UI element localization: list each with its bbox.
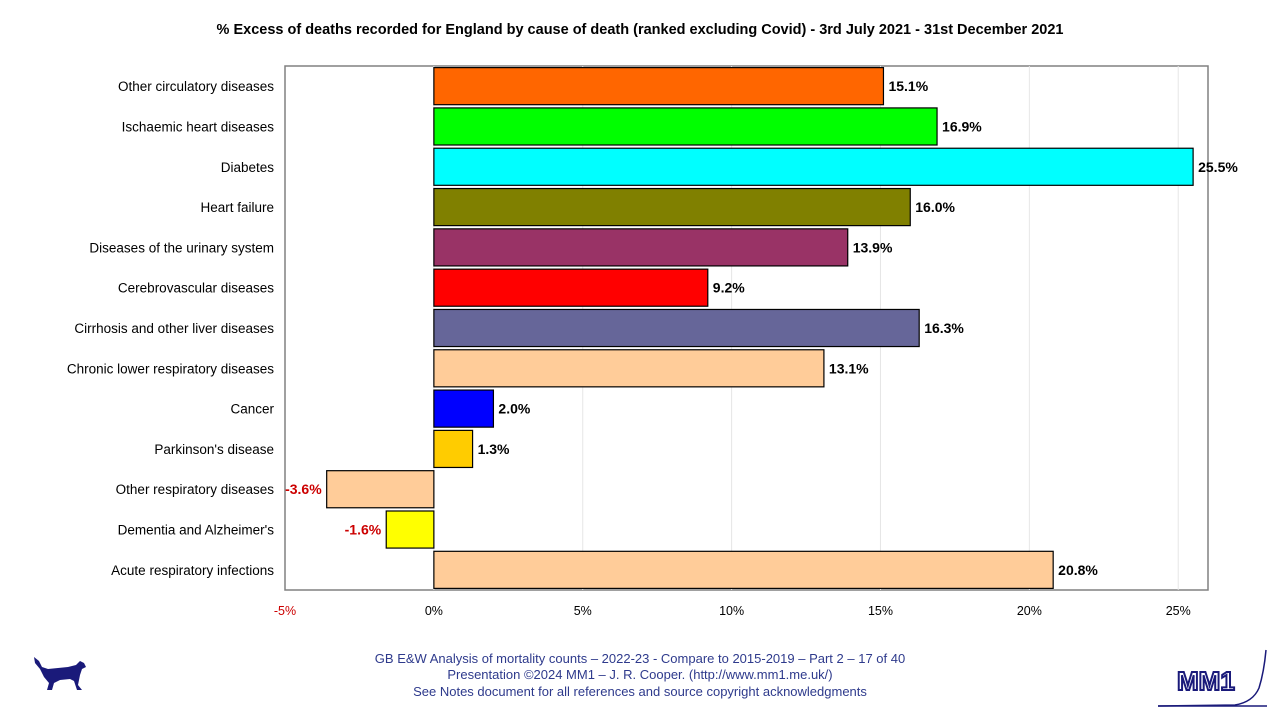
x-tick-label: 5% (574, 604, 592, 618)
x-tick-label: 25% (1166, 604, 1191, 618)
bar-chart: -5% 0% 5% 10% 15% 20% 25% Other circulatory dis… (67, 65, 1238, 618)
bar (433, 550, 1054, 589)
data-label: 13.9% (853, 239, 893, 255)
bar (433, 349, 825, 388)
bar (433, 389, 495, 428)
bar (385, 510, 435, 549)
category-label: Cerebrovascular diseases (118, 281, 274, 296)
bar (433, 67, 885, 106)
data-label: -3.6% (285, 481, 322, 497)
x-tick-label: 20% (1017, 604, 1042, 618)
data-label: 2.0% (498, 401, 530, 417)
category-label: Acute respiratory infections (111, 563, 274, 578)
mm1-logo: MM1 (1157, 649, 1267, 707)
chart-title: % Excess of deaths recorded for England … (216, 22, 1064, 38)
category-label: Cancer (230, 402, 274, 417)
bar (433, 147, 1194, 186)
bar (326, 470, 435, 509)
category-label: Dementia and Alzheimer's (118, 523, 275, 538)
data-label: 20.8% (1058, 562, 1098, 578)
bar (433, 429, 474, 469)
bar (433, 268, 709, 307)
category-label: Diseases of the urinary system (89, 240, 274, 255)
x-tick-label: 15% (868, 604, 893, 618)
x-tick-label: 0% (425, 604, 443, 618)
data-label: -1.6% (345, 522, 382, 538)
bar (433, 187, 911, 227)
category-label: Diabetes (221, 160, 275, 175)
category-label: Chronic lower respiratory diseases (67, 361, 274, 376)
data-label: 16.3% (924, 320, 964, 336)
x-tick-label: -5% (274, 604, 296, 618)
data-label: 16.9% (942, 118, 982, 134)
data-label: 9.2% (713, 280, 745, 296)
footer-line-2: Presentation ©2024 MM1 – J. R. Cooper. (… (447, 667, 833, 682)
data-label: 15.1% (888, 78, 928, 94)
data-label: 25.5% (1198, 159, 1238, 175)
data-label: 16.0% (915, 199, 955, 215)
category-label: Other circulatory diseases (118, 79, 274, 94)
footer-line-3: See Notes document for all references an… (413, 684, 867, 699)
data-label: 13.1% (829, 360, 869, 376)
category-label: Parkinson's disease (154, 442, 274, 457)
category-label: Other respiratory diseases (116, 482, 275, 497)
x-tick-label: 10% (719, 604, 744, 618)
mm1-logo-text: MM1 (1177, 666, 1235, 696)
footer-line-1: GB E&W Analysis of mortality counts – 20… (374, 651, 906, 666)
data-label: 1.3% (478, 441, 510, 457)
dog-logo-icon (34, 657, 86, 690)
bar (433, 228, 849, 267)
category-label: Ischaemic heart diseases (122, 119, 275, 134)
bar (433, 308, 920, 348)
category-label: Heart failure (200, 200, 274, 215)
category-label: Cirrhosis and other liver diseases (74, 321, 274, 336)
bar (433, 107, 938, 146)
